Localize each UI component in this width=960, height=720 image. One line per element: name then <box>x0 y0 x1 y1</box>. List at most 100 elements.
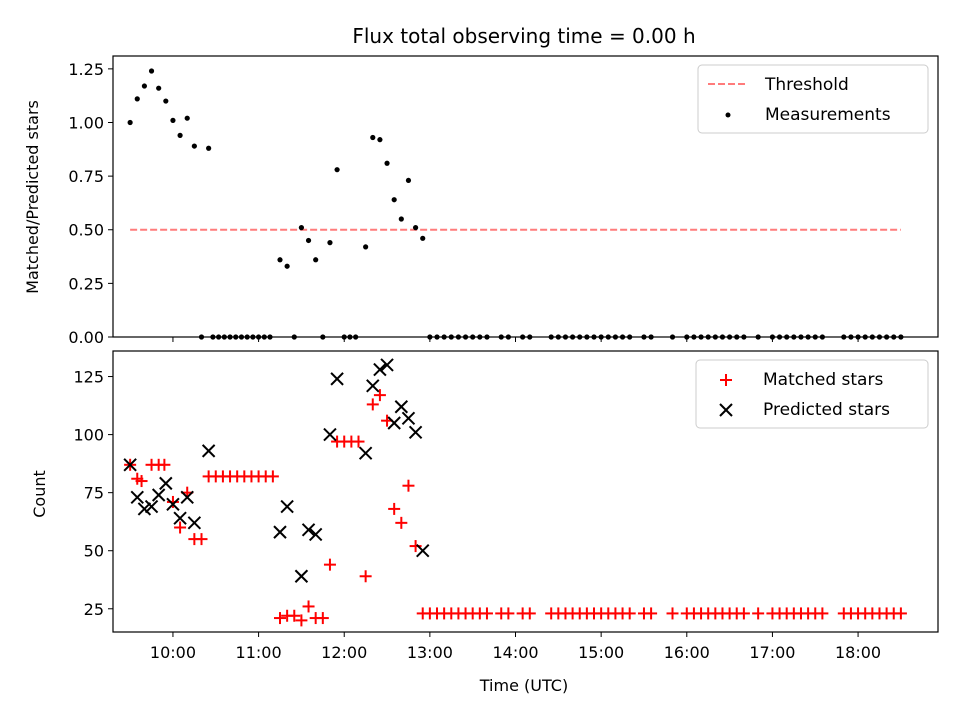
matched-star-point <box>366 398 379 411</box>
matched-star-point <box>166 495 179 508</box>
predicted-star-point <box>180 490 194 505</box>
predicted-star-point <box>137 502 152 516</box>
matched-star-point <box>480 607 493 620</box>
matched-star-point <box>195 533 208 546</box>
predicted-star-point <box>201 444 216 458</box>
bottom-legend-box <box>695 359 929 429</box>
measurement-point <box>327 240 333 246</box>
measurement-point <box>156 85 162 91</box>
y-tick-label: 25 <box>84 600 104 619</box>
y-tick-label: 1.25 <box>68 60 104 79</box>
predicted-star-point <box>130 490 144 505</box>
chart-title: Flux total observing time = 0.00 h <box>352 24 695 48</box>
matched-star-point <box>352 435 365 448</box>
measurement-point <box>134 96 140 102</box>
measurement-point <box>141 83 148 89</box>
matched-star-point <box>288 609 301 622</box>
matched-star-point <box>395 516 408 529</box>
matched-star-point <box>174 521 187 534</box>
x-tick-label: 16:00 <box>664 643 710 662</box>
measurement-point <box>170 117 176 123</box>
matched-star-point <box>273 612 286 625</box>
matched-star-point <box>302 600 315 613</box>
measurement-point <box>163 98 169 104</box>
x-tick-label: 17:00 <box>749 643 795 662</box>
x-tick-label: 11:00 <box>236 643 282 662</box>
matched-star-point <box>894 607 907 620</box>
measurement-point <box>191 143 197 149</box>
y-tick-label: 0.75 <box>68 167 104 186</box>
measurement-point <box>384 160 390 166</box>
matched-star-point <box>295 614 308 627</box>
bottom-x-ticks: 10:00 11:00 12:00 13:00 14:00 15:00 16:00 17:00… <box>150 632 881 662</box>
legend-matched-swatch <box>720 374 732 386</box>
predicted-star-point <box>416 544 430 558</box>
measurement-point <box>334 167 340 173</box>
matched-star-point <box>645 607 658 620</box>
predicted-star-point <box>294 569 309 583</box>
matched-star-point <box>359 570 372 583</box>
measurement-point <box>277 257 283 263</box>
predicted-star-point <box>280 499 294 514</box>
measurement-point <box>313 257 319 263</box>
predicted-star-point <box>394 400 409 414</box>
predicted-star-point <box>144 499 159 514</box>
x-tick-label: 18:00 <box>835 643 881 662</box>
predicted-star-point <box>308 527 323 542</box>
measurement-point <box>363 244 369 250</box>
x-axis-label: Time (UTC) <box>479 676 568 695</box>
legend-matched-label: Matched stars <box>763 370 883 390</box>
matched-star-point <box>523 607 536 620</box>
measurement-point <box>420 235 426 241</box>
top-panel: Flux total observing time = 0.00 h Match… <box>23 24 939 347</box>
matched-star-point <box>409 540 422 553</box>
matched-star-point <box>666 607 679 620</box>
x-tick-label: 10:00 <box>150 643 196 662</box>
predicted-star-point <box>366 379 380 393</box>
bottom-legend: Matched stars Predicted stars <box>695 359 929 429</box>
predicted-star-point <box>301 523 316 537</box>
matched-star-point <box>158 458 171 471</box>
matched-star-point <box>266 470 279 483</box>
predicted-star-point <box>173 511 187 525</box>
predicted-star-point <box>373 362 387 377</box>
measurement-point <box>391 197 397 203</box>
top-plot-frame <box>112 55 939 338</box>
y-tick-label: 75 <box>84 484 104 503</box>
x-tick-label: 14:00 <box>492 643 538 662</box>
bottom-marks <box>123 358 907 627</box>
measurement-point <box>377 137 383 143</box>
y-tick-label: 0.50 <box>68 221 104 240</box>
y-tick-label: 0.25 <box>68 274 104 293</box>
matched-star-point <box>737 607 750 620</box>
predicted-star-point <box>166 497 180 511</box>
top-y-ticks: 0.00 0.25 0.50 0.75 1.00 1.25 <box>68 60 113 347</box>
matched-star-point <box>373 389 386 402</box>
top-legend: Threshold Measurements <box>697 64 929 134</box>
matched-star-point <box>323 558 336 571</box>
matched-star-point <box>388 502 401 515</box>
predicted-star-point <box>408 425 423 439</box>
predicted-star-point <box>323 427 337 442</box>
measurement-point <box>398 216 404 222</box>
predicted-star-point <box>401 411 416 426</box>
legend-threshold-label: Threshold <box>764 75 849 95</box>
matched-star-point <box>135 475 148 488</box>
legend-predicted-label: Predicted stars <box>763 400 890 420</box>
y-tick-label: 100 <box>73 426 104 445</box>
measurement-point <box>127 119 133 126</box>
measurement-point <box>305 237 312 244</box>
y-tick-label: 50 <box>84 542 104 561</box>
measurement-point <box>148 68 155 74</box>
predicted-star-point <box>387 416 401 430</box>
matched-star-point <box>816 607 829 620</box>
x-tick-label: 15:00 <box>578 643 624 662</box>
legend-measurements-swatch <box>725 112 731 118</box>
predicted-star-point <box>151 488 166 502</box>
y-tick-label: 1.00 <box>68 113 104 132</box>
y-tick-label: 125 <box>73 368 104 387</box>
measurement-point <box>412 225 419 231</box>
top-x-ticks <box>172 337 859 342</box>
predicted-star-point <box>358 446 373 460</box>
